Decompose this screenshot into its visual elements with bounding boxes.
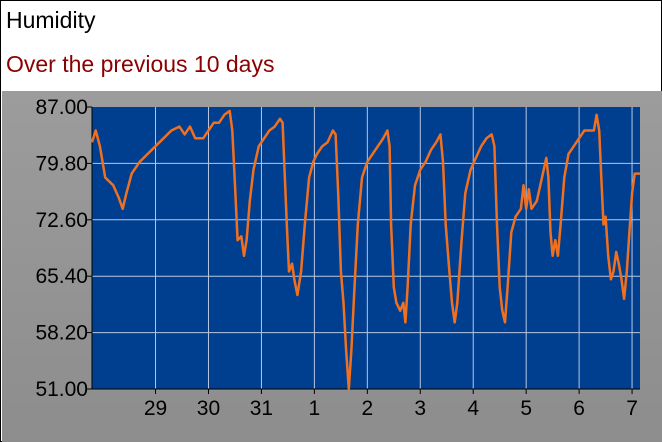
plot-area <box>92 107 640 389</box>
x-tick-label: 4 <box>467 397 479 420</box>
x-tick-label: 7 <box>626 397 638 420</box>
humidity-line-chart: 87.00 79.80 72.60 65.40 58.20 51.00 29 30 31 1 2 3 4… <box>35 96 640 420</box>
x-tick-label: 3 <box>414 397 426 420</box>
x-tick-label: 2 <box>361 397 373 420</box>
y-tick-label: 79.80 <box>35 152 88 175</box>
y-tick-label: 87.00 <box>35 96 88 119</box>
x-tick-label: 5 <box>520 397 532 420</box>
y-tick-label: 51.00 <box>35 378 88 401</box>
y-tick-label: 65.40 <box>35 265 88 288</box>
chart-title: Humidity <box>6 7 96 33</box>
x-tick-label: 29 <box>144 397 167 420</box>
chart-subtitle: Over the previous 10 days <box>6 51 275 77</box>
x-tick-label: 1 <box>309 397 321 420</box>
y-tick-label: 58.20 <box>35 322 88 345</box>
x-tick-label: 31 <box>250 397 273 420</box>
x-tick-label: 30 <box>197 397 220 420</box>
chart-panel: 87.00 79.80 72.60 65.40 58.20 51.00 29 30 31 1 2 3 4… <box>2 91 662 442</box>
y-tick-label: 72.60 <box>35 209 88 232</box>
x-tick-label: 6 <box>573 397 585 420</box>
humidity-series-line <box>90 109 640 391</box>
